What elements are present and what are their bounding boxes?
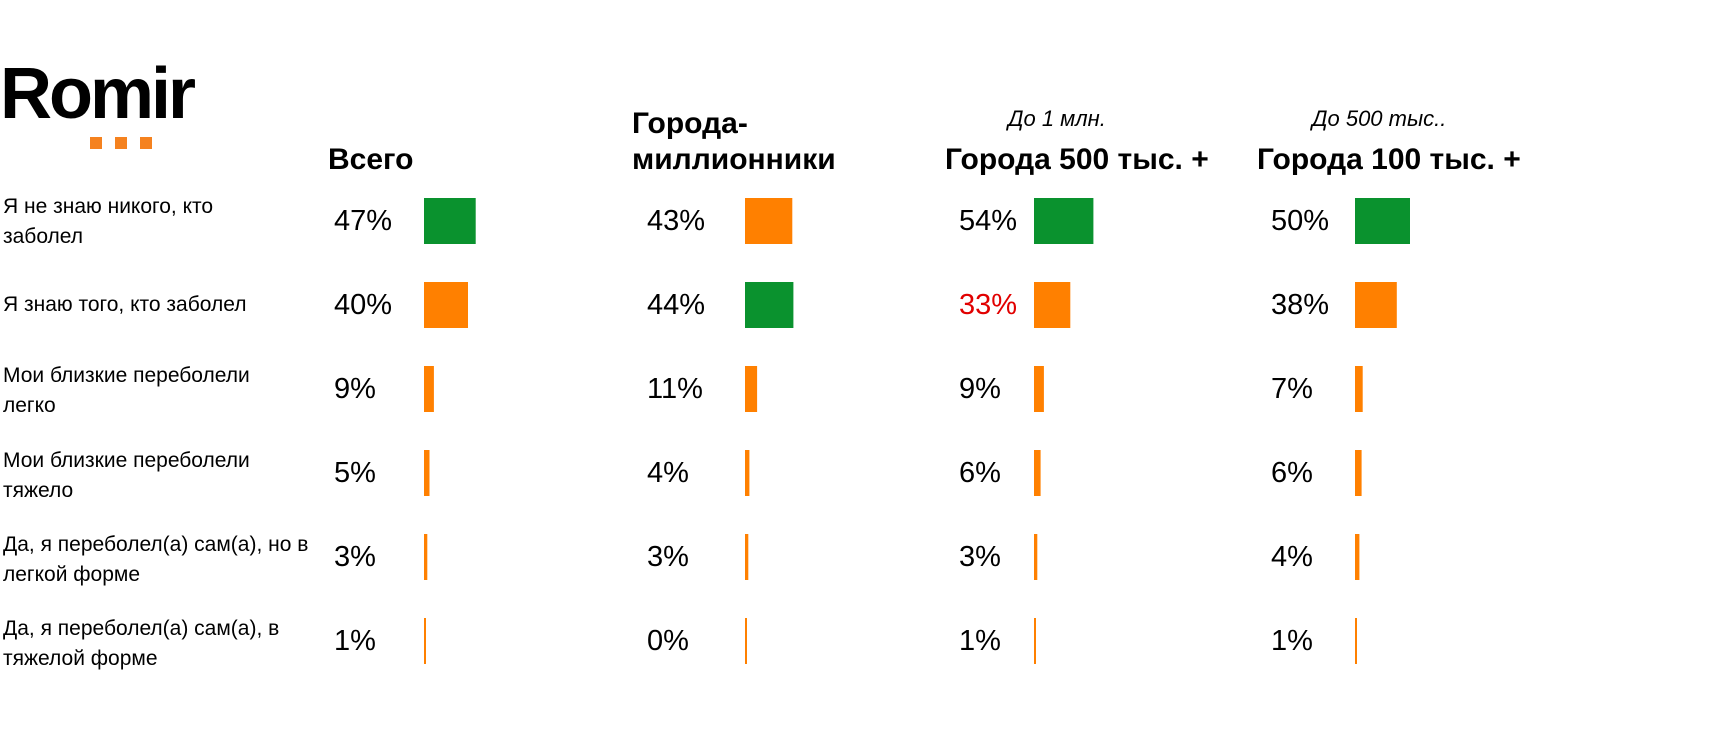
percent-label-c2-r3: 6% — [959, 457, 1001, 489]
percent-label-c2-r4: 3% — [959, 541, 1001, 573]
bar-c2-r1 — [1034, 282, 1071, 328]
percent-label-c2-r5: 1% — [959, 625, 1001, 657]
bar-c3-r2 — [1355, 366, 1363, 412]
bar-c2-r4 — [1034, 534, 1038, 580]
percent-label-c2-r0: 54% — [959, 205, 1018, 237]
bar-c0-r4 — [424, 534, 428, 580]
bar-c1-r0 — [745, 198, 793, 244]
percent-label-c0-r5: 1% — [334, 625, 376, 657]
percent-label-c1-r4: 3% — [647, 541, 689, 573]
percent-label-c0-r0: 47% — [334, 205, 393, 237]
percent-label-c3-r3: 6% — [1271, 457, 1313, 489]
column-subtitle-100k: До 500 тыс.. — [1312, 106, 1447, 131]
percent-label-c3-r5: 1% — [1271, 625, 1313, 657]
percent-label-c0-r1: 40% — [334, 289, 393, 321]
percent-label-c2-r2: 9% — [959, 373, 1001, 405]
percent-label-c1-r5: 0% — [647, 625, 689, 657]
percent-label-c0-r3: 5% — [334, 457, 376, 489]
bar-c3-r5 — [1355, 618, 1357, 664]
bar-c0-r2 — [424, 366, 434, 412]
logo-wordmark: Romir — [0, 54, 196, 134]
column-subtitle-500k: До 1 млн. — [1008, 106, 1106, 131]
percent-label-c0-r2: 9% — [334, 373, 376, 405]
bar-c2-r2 — [1034, 366, 1044, 412]
bar-c3-r3 — [1355, 450, 1362, 496]
percent-label-c1-r0: 43% — [647, 205, 706, 237]
column-header-cities-100k: Города 100 тыс. + — [1257, 143, 1521, 176]
bar-c1-r2 — [745, 366, 758, 412]
row-label-relatives-severe: Мои близкие переболели тяжело — [3, 449, 250, 502]
percent-label-c3-r4: 4% — [1271, 541, 1313, 573]
logo-dot — [90, 137, 102, 149]
column-header-total: Всего — [328, 143, 414, 176]
row-label-self-mild: Да, я переболел(а) сам(а), но в легкой ф… — [3, 533, 309, 586]
row-label-dont-know-anyone: Я не знаю никого, кто заболел — [3, 195, 214, 248]
bar-c1-r3 — [745, 450, 750, 496]
bar-c2-r0 — [1034, 198, 1094, 244]
bar-c0-r3 — [424, 450, 430, 496]
percent-label-c1-r3: 4% — [647, 457, 689, 489]
logo-dot — [115, 137, 127, 149]
bar-c3-r1 — [1355, 282, 1397, 328]
bar-c0-r0 — [424, 198, 476, 244]
percent-label-c3-r2: 7% — [1271, 373, 1313, 405]
bar-c2-r3 — [1034, 450, 1041, 496]
percent-label-c0-r4: 3% — [334, 541, 376, 573]
percent-label-c1-r2: 11% — [647, 373, 703, 405]
bar-c1-r4 — [745, 534, 749, 580]
logo-dot — [140, 137, 152, 149]
percent-label-c1-r1: 44% — [647, 289, 706, 321]
percent-label-c3-r0: 50% — [1271, 205, 1330, 237]
row-label-know-someone: Я знаю того, кто заболел — [3, 293, 247, 316]
bar-c1-r5 — [745, 618, 747, 664]
romir-logo: Romir — [0, 54, 240, 149]
column-header-cities-500k: Города 500 тыс. + — [945, 143, 1209, 176]
bar-c2-r5 — [1034, 618, 1036, 664]
bar-c3-r0 — [1355, 198, 1410, 244]
percent-label-c2-r1: 33% — [959, 289, 1018, 321]
bar-c0-r1 — [424, 282, 468, 328]
row-label-self-severe: Да, я переболел(а) сам(а), в тяжелой фор… — [3, 617, 280, 670]
bar-c1-r1 — [745, 282, 794, 328]
row-label-relatives-mild: Мои близкие переболели легко — [3, 364, 250, 417]
column-header-millionaire-cities: Города- миллионники — [632, 107, 836, 176]
percent-label-c3-r1: 38% — [1271, 289, 1330, 321]
bar-c0-r5 — [424, 618, 426, 664]
bar-c3-r4 — [1355, 534, 1360, 580]
